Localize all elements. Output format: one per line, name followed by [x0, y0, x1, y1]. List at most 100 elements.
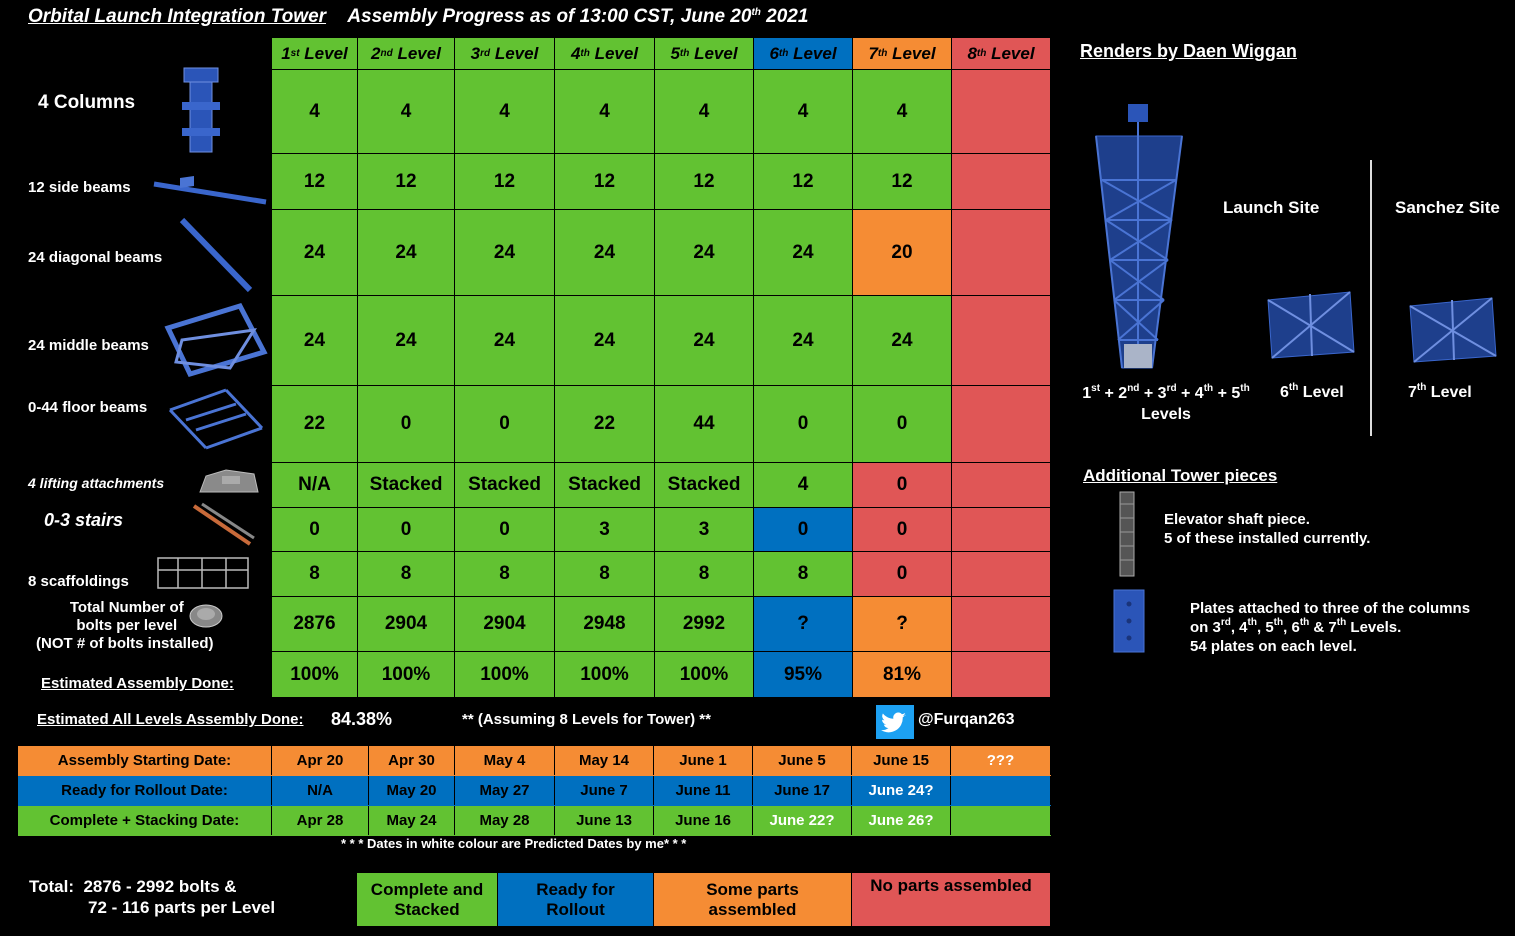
grid-cell-r3-level3: 24: [455, 210, 555, 296]
grid-cell-r1-level5: 4: [655, 70, 754, 154]
grid-cell-r6-level6: 4: [754, 463, 853, 508]
grid-cell-r4-level2: 24: [358, 296, 455, 386]
stairs-render-image: [192, 502, 255, 546]
date-cell-level1: Apr 28: [272, 806, 369, 835]
diagonal-beam-render-image: [179, 217, 253, 293]
row-label-2: 12 side beams: [28, 179, 131, 196]
date-row-label: Complete + Stacking Date:: [18, 806, 272, 835]
grid-cell-r3-level8: [952, 210, 1051, 296]
date-cell-level3: May 27: [455, 776, 555, 805]
legend-item-4: No parts assembled: [852, 873, 1051, 926]
plates-text: Plates attached to three of the columns …: [1190, 600, 1471, 655]
grid-cell-r6-level1: N/A: [272, 463, 358, 508]
date-cell-level2: Apr 30: [369, 746, 455, 775]
date-cell-level6: June 5: [753, 746, 852, 775]
dates-note: * * * Dates in white colour are Predicte…: [341, 836, 687, 851]
grid-cell-r5-level8: [952, 386, 1051, 463]
legend-item-2: Ready for Rollout: [498, 873, 654, 926]
date-cell-level6: June 22?: [753, 806, 852, 835]
date-cell-level3: May 28: [455, 806, 555, 835]
date-row-1: Assembly Starting Date: Apr 20 Apr 30 May 4…: [18, 746, 1051, 776]
row-label-5: 0-44 floor beams: [28, 399, 148, 416]
tower-render-image: [1095, 104, 1183, 369]
grid-cell-r9-level8: [952, 597, 1051, 652]
grid-cell-r5-level7: 0: [853, 386, 952, 463]
all-levels-label: Estimated All Levels Assembly Done:: [37, 711, 304, 728]
grid-cell-r10-level3: 100%: [455, 652, 555, 698]
side-beam-render-image: [153, 176, 267, 205]
date-cell-level7: June 26?: [852, 806, 951, 835]
date-cell-level5: June 11: [654, 776, 753, 805]
grid-cell-r1-level4: 4: [555, 70, 655, 154]
grid-cell-r3-level5: 24: [655, 210, 754, 296]
grid-cell-r1-level7: 4: [853, 70, 952, 154]
grid-cell-r7-level7: 0: [853, 508, 952, 552]
grid-cell-r8-level7: 0: [853, 552, 952, 597]
grid-cell-r6-level7: 0: [853, 463, 952, 508]
grid-cell-r8-level8: [952, 552, 1051, 597]
grid-cell-r5-level4: 22: [555, 386, 655, 463]
date-cell-level4: June 13: [555, 806, 654, 835]
grid-cell-r7-level8: [952, 508, 1051, 552]
floor-beams-render-image: [168, 388, 264, 450]
additional-heading: Additional Tower pieces: [1083, 466, 1278, 485]
grid-cell-r9-level6: ?: [754, 597, 853, 652]
grid-cell-r1-level1: 4: [272, 70, 358, 154]
grid-cell-r7-level5: 3: [655, 508, 754, 552]
grid-cell-r9-level2: 2904: [358, 597, 455, 652]
grid-cell-r9-level4: 2948: [555, 597, 655, 652]
grid-cell-r4-level8: [952, 296, 1051, 386]
sites-divider: [1370, 160, 1372, 436]
grid-cell-r8-level6: 8: [754, 552, 853, 597]
grid-cell-r10-level2: 100%: [358, 652, 455, 698]
grid-cell-r9-level3: 2904: [455, 597, 555, 652]
launch-site-label: Launch Site: [1223, 198, 1320, 217]
date-cell-level1: N/A: [272, 776, 369, 805]
grid-cell-r6-level8: [952, 463, 1051, 508]
date-cell-level2: May 24: [369, 806, 455, 835]
grid-cell-r8-level2: 8: [358, 552, 455, 597]
grid-cell-r6-level2: Stacked: [358, 463, 455, 508]
tower-render-caption: 1st + 2nd + 3rd + 4th + 5th Levels: [1082, 383, 1250, 424]
row-label-3: 24 diagonal beams: [28, 249, 163, 266]
all-levels-value: 84.38%: [331, 709, 393, 729]
grid-cell-r8-level3: 8: [455, 552, 555, 597]
grid-cell-r10-level4: 100%: [555, 652, 655, 698]
title-sub: Assembly Progress as of 13:00 CST, June …: [347, 6, 809, 27]
renders-heading: Renders by Daen Wiggan: [1080, 41, 1297, 61]
date-cell-level8: ???: [951, 746, 1051, 775]
grid-cell-r1-level3: 4: [455, 70, 555, 154]
date-cell-level1: Apr 20: [272, 746, 369, 775]
grid-cell-r6-level5: Stacked: [655, 463, 754, 508]
totals-block: Total: 2876 - 2992 bolts & 72 - 116 parts…: [29, 877, 276, 917]
row-label-1: 4 Columns: [38, 92, 136, 113]
row-label-4: 24 middle beams: [28, 337, 149, 354]
sanchez-site-label: Sanchez Site: [1395, 198, 1500, 217]
grid-cell-r2-level8: [952, 154, 1051, 210]
grid-cell-r7-level4: 3: [555, 508, 655, 552]
row-label-8: 8 scaffoldings: [28, 573, 129, 590]
lifting-attachment-render-image: [199, 469, 259, 493]
date-cell-level8: [951, 806, 1051, 835]
grid-cell-r8-level1: 8: [272, 552, 358, 597]
date-cell-level6: June 17: [753, 776, 852, 805]
grid-cell-r5-level3: 0: [455, 386, 555, 463]
date-cell-level2: May 20: [369, 776, 455, 805]
grid-cell-r7-level1: 0: [272, 508, 358, 552]
grid-cell-r5-level2: 0: [358, 386, 455, 463]
date-cell-level7: June 24?: [852, 776, 951, 805]
grid-cell-r3-level2: 24: [358, 210, 455, 296]
grid-cell-r2-level1: 12: [272, 154, 358, 210]
grid-cell-r9-level7: ?: [853, 597, 952, 652]
row-label-6: 4 lifting attachments: [28, 475, 165, 491]
grid-cell-r2-level5: 12: [655, 154, 754, 210]
level-7-caption: 7th Level: [1408, 382, 1472, 402]
grid-cell-r8-level4: 8: [555, 552, 655, 597]
grid-cell-r10-level6: 95%: [754, 652, 853, 698]
legend-item-3: Some parts assembled: [654, 873, 852, 926]
row-label-9: Total Number of bolts per level (NOT # of …: [36, 599, 214, 652]
